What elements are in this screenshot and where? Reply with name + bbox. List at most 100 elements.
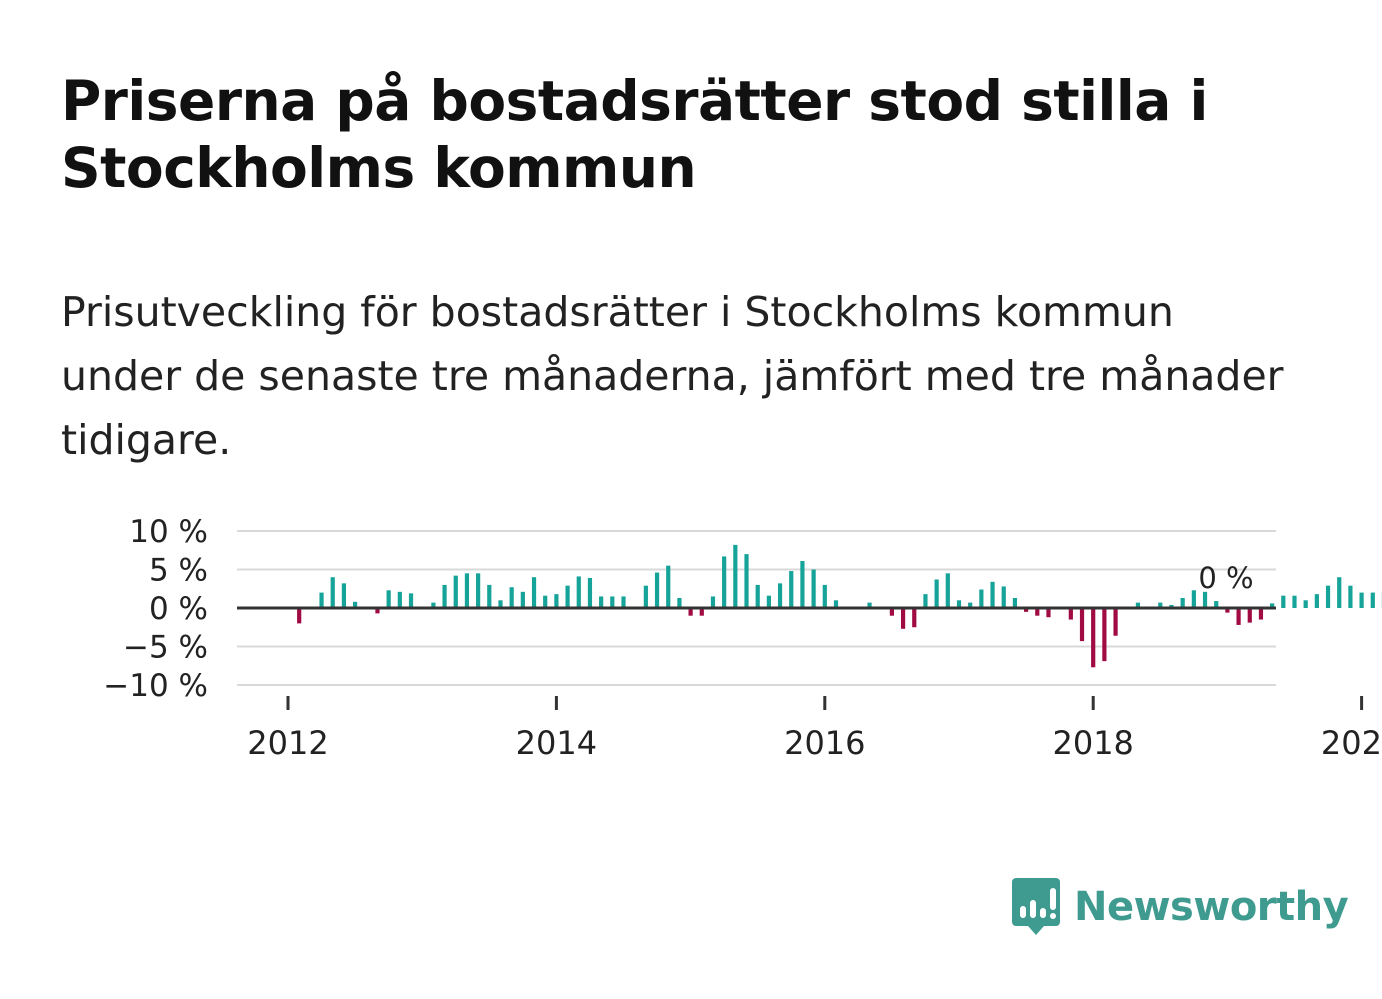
bar — [1102, 608, 1107, 662]
bar — [643, 585, 648, 608]
bar — [1001, 586, 1006, 608]
newsworthy-logo: Newsworthy — [1010, 876, 1349, 938]
bar — [1214, 601, 1219, 608]
bar — [1191, 590, 1196, 608]
bar — [800, 561, 805, 608]
x-tick-label: 2018 — [1052, 724, 1133, 762]
y-tick-label: 0 % — [149, 591, 208, 627]
bar — [789, 571, 794, 608]
bar — [710, 596, 716, 608]
bar — [1068, 608, 1073, 620]
latest-value-label: 0 % — [1198, 561, 1253, 595]
y-tick-label: 5 % — [149, 553, 208, 589]
bar — [543, 595, 548, 608]
newsworthy-logo-text: Newsworthy — [1074, 884, 1349, 930]
bar — [733, 544, 738, 608]
bar — [621, 596, 626, 608]
bar — [464, 573, 470, 608]
bar — [811, 569, 816, 608]
bar — [319, 592, 324, 608]
bar — [1303, 600, 1308, 608]
bar — [554, 594, 559, 608]
bar-series — [297, 544, 1382, 668]
bar — [766, 595, 771, 608]
bar — [1337, 577, 1342, 608]
bar — [833, 600, 839, 608]
bar — [576, 576, 581, 608]
chart-title: Priserna på bostadsrätter stod stilla i … — [61, 69, 1208, 200]
newsworthy-logo-icon — [1012, 878, 1060, 935]
y-axis: 10 %5 %0 %−5 %−10 % — [103, 514, 208, 704]
bar — [968, 602, 973, 608]
bar — [1024, 608, 1029, 612]
bar — [744, 554, 749, 608]
bar — [1359, 592, 1364, 608]
bar — [912, 608, 917, 628]
bar — [442, 584, 447, 608]
bar — [934, 579, 939, 608]
bar — [777, 583, 783, 608]
bar — [1158, 602, 1163, 608]
bar — [979, 589, 984, 608]
bar — [1225, 608, 1230, 613]
bar — [1035, 608, 1040, 616]
bar — [1091, 608, 1096, 668]
bar — [755, 584, 760, 608]
bar — [1113, 608, 1118, 636]
bar — [900, 608, 906, 629]
bar — [330, 577, 335, 608]
bar — [945, 573, 950, 608]
bar — [1012, 597, 1018, 608]
y-tick-label: −10 % — [103, 668, 208, 704]
bar — [1281, 595, 1286, 608]
bar — [599, 596, 604, 608]
bar — [1135, 602, 1141, 608]
bar — [722, 556, 727, 608]
bar — [397, 591, 402, 608]
bar — [1270, 603, 1275, 608]
bar — [923, 594, 928, 608]
bar — [990, 581, 995, 608]
bar — [956, 600, 962, 608]
bar — [1079, 608, 1085, 642]
x-tick-label: 2012 — [247, 724, 328, 762]
bar — [587, 577, 593, 608]
bar — [1180, 597, 1185, 608]
y-tick-label: 10 % — [129, 514, 208, 550]
bar — [565, 585, 570, 608]
bar — [520, 591, 525, 608]
bar — [1247, 608, 1252, 623]
bar — [822, 584, 827, 608]
bar — [476, 573, 481, 608]
bar — [297, 608, 302, 624]
bar — [1348, 585, 1353, 608]
chart-gridlines — [237, 530, 1276, 686]
bar — [498, 600, 503, 608]
bar — [1046, 608, 1051, 618]
y-tick-label: −5 % — [123, 630, 208, 666]
bar — [531, 577, 537, 608]
bar-chart: 10 %5 %0 %−5 %−10 % 2012 2014 2016 2018 202 0… — [103, 514, 1382, 762]
bar — [677, 597, 682, 608]
bar — [509, 587, 514, 608]
bar — [1314, 594, 1319, 608]
bar — [1325, 585, 1331, 608]
bar — [431, 602, 436, 608]
bar — [408, 593, 414, 608]
bar — [487, 584, 492, 608]
bar — [867, 602, 872, 608]
bar — [654, 572, 660, 608]
bar — [1292, 595, 1297, 608]
x-tick-label: 2014 — [516, 724, 597, 762]
bar — [1258, 608, 1264, 620]
x-tick-label: 2016 — [784, 724, 865, 762]
bar — [353, 601, 358, 608]
bar — [688, 608, 693, 616]
bar — [453, 575, 458, 608]
bar — [1370, 592, 1375, 608]
chart-subtitle: Prisutveckling för bostadsrätter i Stock… — [61, 288, 1284, 464]
bar — [386, 590, 391, 608]
bar — [699, 608, 704, 616]
bar — [1202, 591, 1208, 608]
